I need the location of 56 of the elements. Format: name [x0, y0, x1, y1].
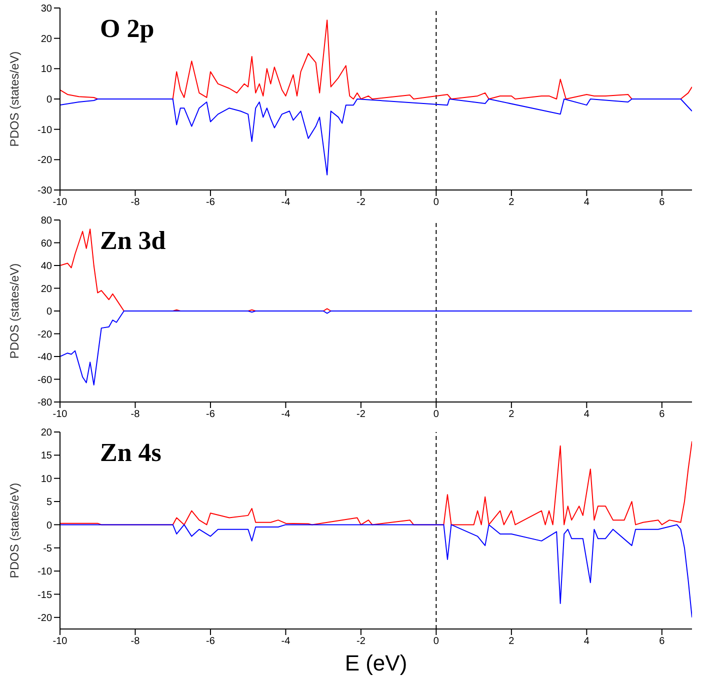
- x-tick-label: 2: [508, 197, 515, 208]
- x-tick-label: 6: [659, 636, 666, 648]
- y-tick-label: -80: [38, 398, 52, 409]
- y-tick-label: -5: [43, 543, 52, 554]
- y-tick-label: 0: [46, 306, 52, 318]
- y-tick-label: 20: [40, 428, 52, 439]
- y-tick-label: -20: [38, 155, 52, 166]
- y-tick-label: 15: [40, 450, 52, 462]
- x-tick-label: 0: [433, 636, 440, 648]
- y-tick-label: 60: [40, 238, 52, 250]
- y-tick-label: 10: [40, 64, 52, 76]
- x-tick-label: -4: [281, 636, 291, 648]
- y-tick-label: -60: [38, 374, 52, 386]
- x-tick-label: -4: [281, 409, 291, 420]
- x-tick-label: -2: [356, 197, 366, 208]
- x-tick-label: -6: [206, 197, 216, 208]
- y-tick-label: 0: [46, 520, 52, 532]
- x-tick-label: 4: [584, 197, 590, 208]
- x-tick-label: -8: [130, 636, 140, 648]
- y-axis-title: PDOS (states/eV): [7, 482, 22, 578]
- x-tick-label: 4: [584, 409, 590, 420]
- y-tick-label: 40: [40, 261, 52, 272]
- y-tick-label: -20: [38, 329, 52, 340]
- x-tick-label: 6: [659, 409, 666, 420]
- x-tick-label: -6: [206, 409, 216, 420]
- chart-title: Zn 4s: [100, 438, 162, 468]
- y-tick-label: 20: [40, 34, 52, 45]
- y-tick-label: 10: [40, 474, 52, 485]
- x-tick-label: -4: [281, 197, 291, 208]
- y-tick-label: 5: [46, 497, 52, 508]
- x-tick-label: -2: [356, 409, 366, 420]
- y-tick-label: 80: [40, 216, 52, 227]
- x-tick-label: 2: [508, 636, 515, 648]
- x-tick-label: 0: [433, 197, 440, 208]
- x-tick-label: -8: [130, 409, 140, 420]
- y-tick-label: -20: [38, 612, 52, 624]
- y-tick-label: -40: [38, 352, 52, 364]
- x-axis-title: E (eV): [344, 650, 408, 676]
- x-tick-label: -8: [130, 197, 140, 208]
- y-tick-label: -10: [38, 566, 52, 578]
- x-tick-label: 6: [659, 197, 666, 208]
- chart-title: Zn 3d: [100, 226, 166, 256]
- x-tick-label: 2: [508, 409, 515, 420]
- y-tick-label: 30: [40, 4, 52, 15]
- x-tick-label: 4: [584, 636, 590, 648]
- y-tick-label: -30: [38, 186, 52, 197]
- x-tick-label: -2: [356, 636, 366, 648]
- y-tick-label: 0: [46, 94, 52, 106]
- x-tick-label: -6: [206, 636, 216, 648]
- y-axis-title: PDOS (states/eV): [7, 263, 22, 359]
- y-tick-label: -15: [38, 590, 52, 601]
- y-axis-title: PDOS (states/eV): [7, 51, 22, 147]
- chart-title: O 2p: [100, 14, 154, 44]
- y-tick-label: 20: [40, 284, 52, 295]
- y-tick-label: -10: [38, 124, 52, 136]
- x-tick-label: 0: [433, 409, 440, 420]
